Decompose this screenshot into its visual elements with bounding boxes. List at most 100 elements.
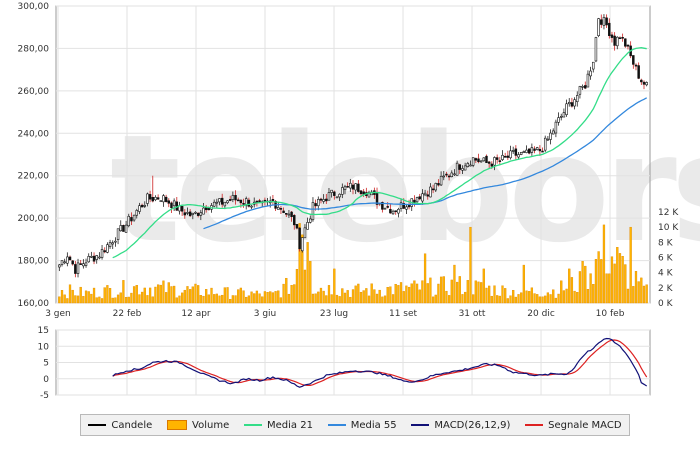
candle-body <box>466 163 470 167</box>
candle-body <box>306 222 309 230</box>
volume-bar <box>82 296 85 304</box>
price-tick-label: 180,00 <box>18 257 50 267</box>
legend-media-21[interactable]: Media 21 <box>244 420 313 431</box>
legend-macd[interactable]: MACD(26,12,9) <box>411 420 510 431</box>
legend-label: Media 21 <box>267 419 313 431</box>
volume-bar <box>90 293 93 304</box>
legend-volume[interactable]: Volume <box>167 420 229 431</box>
candle-body <box>119 225 122 232</box>
legend-media-55[interactable]: Media 55 <box>327 419 397 431</box>
volume-bar <box>576 292 579 304</box>
volume-bar <box>629 226 632 304</box>
macd-tick-label: -5 <box>40 391 49 401</box>
candle-body <box>423 192 427 196</box>
candle-body <box>114 240 117 243</box>
volume-bar <box>95 297 98 304</box>
volume-bar <box>351 289 355 304</box>
candle-body <box>576 95 579 103</box>
volume-bar <box>162 280 165 304</box>
candle-body <box>624 38 627 47</box>
volume-bar <box>239 287 243 304</box>
candle-body <box>330 189 333 193</box>
volume-bar <box>410 283 413 304</box>
volume-bar <box>343 292 347 304</box>
candle-body <box>223 201 227 207</box>
volume-bar <box>322 290 325 304</box>
candle-body <box>140 204 144 208</box>
candle-body <box>287 213 291 216</box>
candle-body <box>594 37 598 62</box>
volume-bar <box>597 251 600 304</box>
volume-bar <box>124 297 128 304</box>
volume-bar <box>119 292 122 304</box>
candle-body <box>439 175 443 186</box>
volume-bar <box>138 294 141 304</box>
candle-body <box>58 264 61 268</box>
volume-bar <box>226 287 229 304</box>
volume-bar <box>159 284 162 304</box>
volume-bar <box>269 291 272 304</box>
volume-bar <box>263 291 267 304</box>
candle-body <box>167 200 171 204</box>
candle-body <box>479 160 483 163</box>
volume-bar <box>645 284 648 304</box>
volume-bar <box>349 296 352 304</box>
candle-body <box>303 227 307 239</box>
legend-label: Media 55 <box>350 419 397 431</box>
candle-body <box>164 196 168 202</box>
candle-body <box>453 173 456 176</box>
volume-bar <box>172 285 176 304</box>
candle-body <box>143 205 146 207</box>
volume-bar <box>394 283 397 304</box>
macd-tick-label: 5 <box>43 359 49 369</box>
candle-body <box>506 155 510 158</box>
candle-body <box>613 35 616 46</box>
candle-body <box>581 86 584 88</box>
volume-bar <box>285 277 288 304</box>
volume-bar <box>191 286 194 304</box>
volume-bar <box>642 285 646 304</box>
legend-label: Candele <box>111 419 153 431</box>
candle-body <box>220 197 224 205</box>
volume-bar <box>490 295 493 304</box>
chart-legend: Candele Volume Media 21 Media 55 MACD(26… <box>80 414 630 436</box>
volume-bar <box>143 287 146 304</box>
candle-body <box>277 206 280 210</box>
legend-label: MACD(26,12,9) <box>434 419 511 431</box>
volume-bar <box>442 276 445 304</box>
legend-candele[interactable]: Candele <box>88 420 152 431</box>
candle-body <box>156 197 160 200</box>
volume-bar <box>135 285 138 304</box>
candle-body <box>434 183 437 191</box>
volume-bar <box>100 298 104 304</box>
date-tick-label: 3 giu <box>254 309 277 319</box>
volume-tick-label: 12 K <box>658 208 679 218</box>
candle-body <box>76 262 80 274</box>
volume-bar <box>202 295 205 304</box>
candle-body <box>608 22 611 36</box>
volume-bar <box>413 280 416 304</box>
candle-body <box>437 183 440 186</box>
candle-body <box>84 262 88 266</box>
candle-body <box>111 242 114 245</box>
candle-body <box>122 225 125 232</box>
volume-bar <box>279 297 283 304</box>
candle-body <box>79 263 82 265</box>
candle-body <box>455 162 459 176</box>
volume-bar <box>407 286 411 304</box>
volume-bar <box>634 271 638 304</box>
candle-body <box>511 150 515 152</box>
volume-bar <box>496 295 499 304</box>
legend-segnale-macd[interactable]: Segnale MACD <box>525 420 622 431</box>
volume-bar <box>271 292 275 304</box>
volume-bar <box>592 284 595 304</box>
volume-bar <box>60 290 64 304</box>
candle-body <box>60 260 64 265</box>
candle-body <box>626 44 630 47</box>
candle-body <box>474 158 478 161</box>
volume-bar <box>148 287 152 304</box>
volume-bar <box>640 277 643 304</box>
candle-body <box>383 207 387 210</box>
volume-bar <box>186 286 189 304</box>
candle-body <box>162 195 165 203</box>
